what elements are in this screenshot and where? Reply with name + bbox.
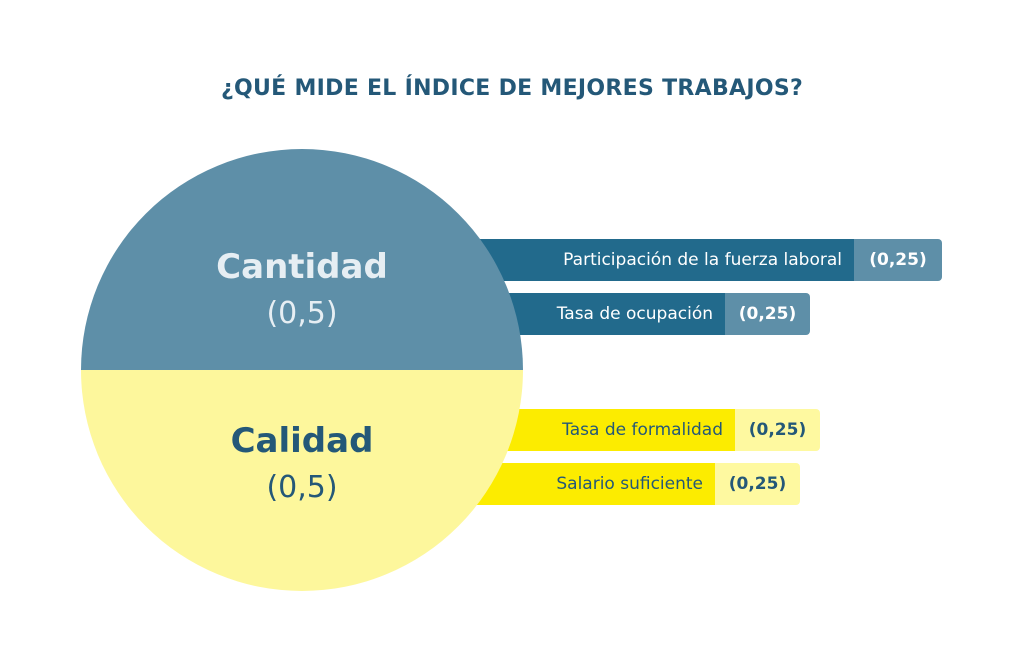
cantidad-section: Cantidad (0,5) — [81, 245, 523, 339]
bar-label: Salario suficiente — [470, 463, 715, 505]
bar-salario-suficiente: Salario suficiente (0,25) — [470, 463, 800, 505]
cantidad-label: Cantidad — [216, 247, 388, 287]
calidad-weight: (0,5) — [266, 470, 338, 505]
bar-participacion: Participación de la fuerza laboral (0,25… — [470, 239, 942, 281]
bar-label: Participación de la fuerza laboral — [470, 239, 854, 281]
page-title: ¿QUÉ MIDE EL ÍNDICE DE MEJORES TRABAJOS? — [220, 76, 804, 101]
cantidad-weight: (0,5) — [266, 296, 338, 331]
bar-value: (0,25) — [735, 409, 820, 451]
bar-value: (0,25) — [715, 463, 800, 505]
bar-value: (0,25) — [725, 293, 810, 335]
split-circle: Cantidad (0,5) Calidad (0,5) — [81, 149, 523, 591]
calidad-section: Calidad (0,5) — [81, 419, 523, 513]
calidad-label: Calidad — [230, 421, 374, 461]
bar-value: (0,25) — [854, 239, 942, 281]
